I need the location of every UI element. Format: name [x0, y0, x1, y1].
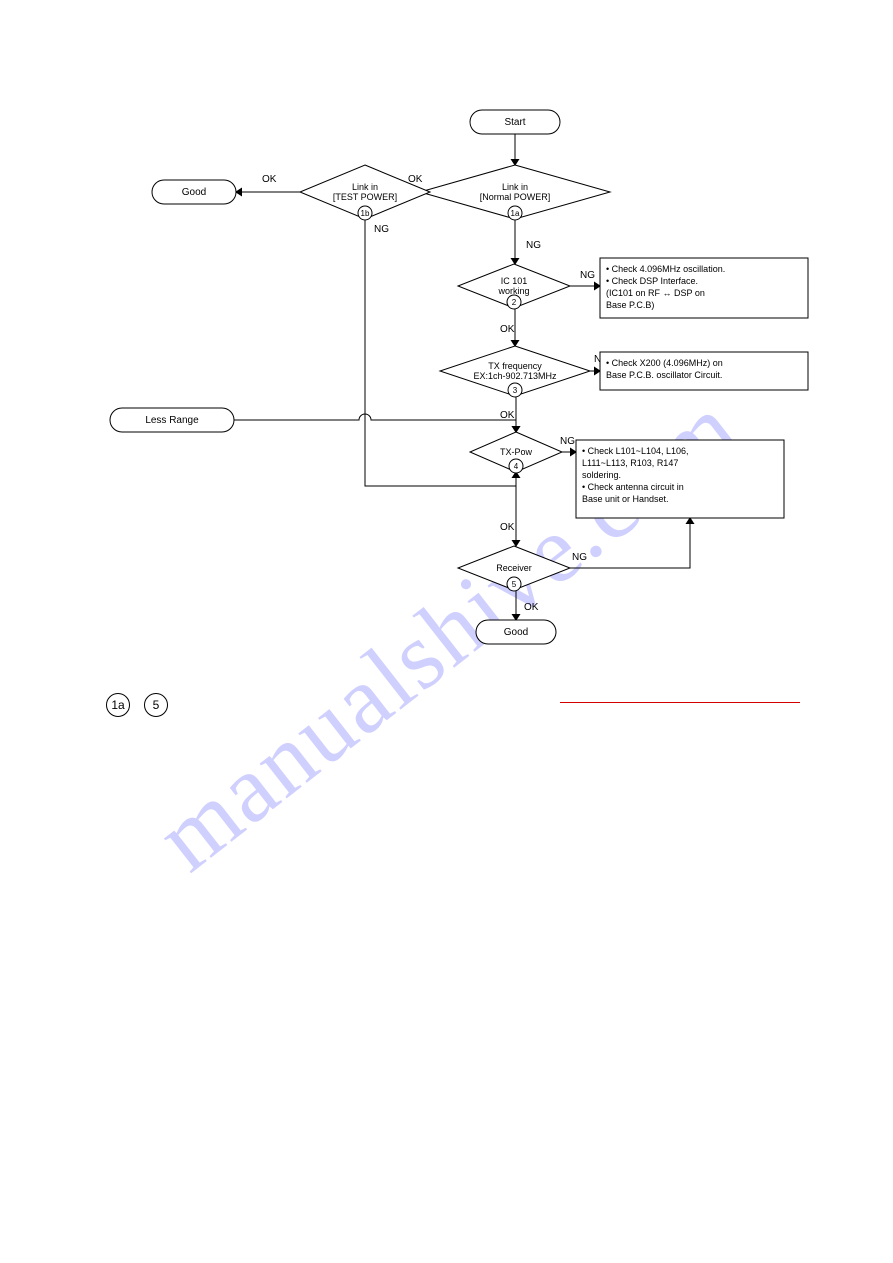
- svg-text:Good: Good: [504, 627, 528, 638]
- svg-text:3: 3: [513, 386, 518, 395]
- svg-text:Start: Start: [504, 117, 525, 128]
- svg-text:Link in: Link in: [502, 182, 528, 192]
- reference-circle-1a: 1a: [106, 693, 130, 717]
- svg-text:Base P.C.B): Base P.C.B): [606, 300, 654, 310]
- svg-text:Good: Good: [182, 187, 206, 198]
- svg-text:TX-Pow: TX-Pow: [500, 447, 533, 457]
- svg-text:(IC101 on RF ↔ DSP on: (IC101 on RF ↔ DSP on: [606, 288, 705, 298]
- svg-text:1a: 1a: [511, 209, 520, 218]
- svg-text:TX frequency: TX frequency: [488, 361, 542, 371]
- svg-text:OK: OK: [500, 410, 515, 421]
- svg-text:[Normal POWER]: [Normal POWER]: [480, 192, 551, 202]
- svg-text:NG: NG: [572, 552, 587, 563]
- svg-text:[TEST POWER]: [TEST POWER]: [333, 192, 397, 202]
- svg-text:OK: OK: [524, 602, 539, 613]
- svg-text:• Check 4.096MHz oscillation.: • Check 4.096MHz oscillation.: [606, 264, 725, 274]
- svg-text:5: 5: [512, 580, 517, 589]
- svg-text:• Check antenna circuit in: • Check antenna circuit in: [582, 482, 684, 492]
- svg-text:working: working: [497, 286, 529, 296]
- flowchart-svg: OKOKNGNGNGOKNGOKNGOKNGOKStartLink in[Nor…: [0, 0, 893, 1263]
- svg-text:L111~L113, R103, R147: L111~L113, R103, R147: [582, 458, 678, 468]
- reference-circle-5: 5: [144, 693, 168, 717]
- svg-text:OK: OK: [262, 174, 277, 185]
- svg-text:soldering.: soldering.: [582, 470, 621, 480]
- svg-text:Link in: Link in: [352, 182, 378, 192]
- svg-text:• Check L101~L104, L106,: • Check L101~L104, L106,: [582, 446, 688, 456]
- page: manualshive.com OKOKNGNGNGOKNGOKNGOKNGOK…: [0, 0, 893, 1263]
- svg-text:• Check DSP Interface.: • Check DSP Interface.: [606, 276, 698, 286]
- svg-text:NG: NG: [560, 436, 575, 447]
- red-underline: [560, 702, 800, 703]
- svg-text:Receiver: Receiver: [496, 563, 532, 573]
- svg-text:NG: NG: [580, 270, 595, 281]
- svg-text:2: 2: [512, 298, 517, 307]
- svg-text:OK: OK: [500, 324, 515, 335]
- svg-text:Base P.C.B. oscillator Circuit: Base P.C.B. oscillator Circuit.: [606, 370, 722, 380]
- svg-text:NG: NG: [374, 224, 389, 235]
- svg-text:IC 101: IC 101: [501, 276, 528, 286]
- svg-text:4: 4: [514, 462, 519, 471]
- svg-text:1b: 1b: [361, 209, 370, 218]
- svg-text:OK: OK: [500, 522, 515, 533]
- svg-text:EX:1ch-902.713MHz: EX:1ch-902.713MHz: [473, 371, 557, 381]
- svg-text:• Check X200 (4.096MHz) on: • Check X200 (4.096MHz) on: [606, 358, 723, 368]
- svg-text:Base unit or Handset.: Base unit or Handset.: [582, 494, 669, 504]
- svg-text:Less Range: Less Range: [145, 415, 199, 426]
- svg-text:NG: NG: [526, 240, 541, 251]
